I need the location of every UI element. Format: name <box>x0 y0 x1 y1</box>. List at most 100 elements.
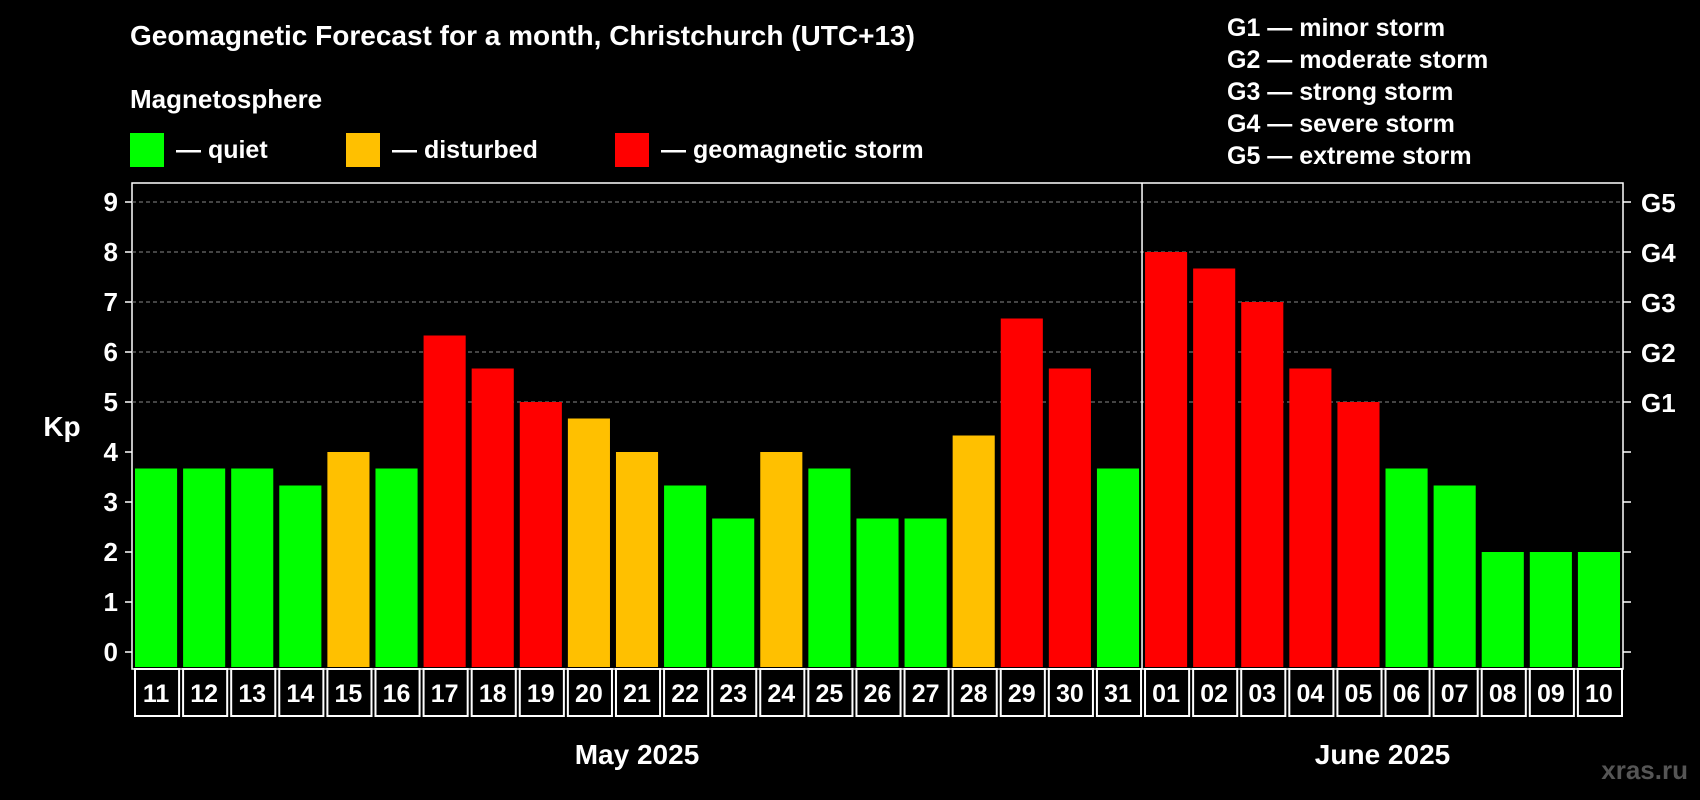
day-label-16: 16 <box>383 680 411 708</box>
y-tick-label-0: 0 <box>104 637 118 667</box>
bar-08 <box>1481 552 1524 667</box>
bar-11 <box>135 468 178 667</box>
day-label-29: 29 <box>1008 680 1036 708</box>
day-cell-05 <box>1336 668 1383 717</box>
right-axis-label-g1: G1 <box>1641 388 1676 418</box>
bar-27 <box>904 518 947 667</box>
bar-17 <box>423 335 466 667</box>
y-tick-label-8: 8 <box>104 237 118 267</box>
day-label-27: 27 <box>912 680 940 708</box>
right-axis-label-g5: G5 <box>1641 188 1676 218</box>
legend-item-quiet: — quiet <box>130 133 268 167</box>
day-label-22: 22 <box>671 680 699 708</box>
day-label-30: 30 <box>1056 680 1084 708</box>
day-cell-19 <box>518 668 565 717</box>
y-tick-label-9: 9 <box>104 187 118 217</box>
day-label-23: 23 <box>719 680 747 708</box>
day-cell-28 <box>951 668 998 717</box>
legend-swatch-storm <box>615 133 649 167</box>
day-label-24: 24 <box>767 680 795 708</box>
storm-scale-g3: G3 — strong storm <box>1227 78 1454 106</box>
day-label-03: 03 <box>1248 680 1276 708</box>
bar-25 <box>808 468 851 667</box>
day-label-02: 02 <box>1200 680 1228 708</box>
day-label-14: 14 <box>286 680 314 708</box>
day-cell-16 <box>374 668 421 717</box>
day-label-19: 19 <box>527 680 555 708</box>
legend-item-disturbed: — disturbed <box>346 133 538 167</box>
day-cell-03 <box>1240 668 1287 717</box>
day-cell-20 <box>566 668 613 717</box>
day-label-11: 11 <box>143 680 170 708</box>
bar-14 <box>279 485 322 667</box>
bar-03 <box>1241 302 1284 667</box>
y-tick-label-3: 3 <box>104 487 118 517</box>
bar-20 <box>567 418 610 667</box>
bar-04 <box>1289 368 1332 667</box>
y-tick-label-5: 5 <box>104 387 118 417</box>
day-label-13: 13 <box>238 680 266 708</box>
bar-01 <box>1145 252 1188 667</box>
day-cell-15 <box>326 668 373 717</box>
day-label-28: 28 <box>960 680 988 708</box>
day-cell-04 <box>1288 668 1335 717</box>
day-cell-29 <box>999 668 1046 717</box>
day-cell-08 <box>1480 668 1527 717</box>
chart-title: Geomagnetic Forecast for a month, Christ… <box>130 20 915 51</box>
day-cell-26 <box>855 668 902 717</box>
bar-18 <box>471 368 514 667</box>
legend-label-disturbed: — disturbed <box>392 135 538 164</box>
day-label-15: 15 <box>335 680 363 708</box>
day-cell-13 <box>230 668 277 717</box>
day-cell-07 <box>1432 668 1479 717</box>
month-label-1: June 2025 <box>1315 739 1450 770</box>
day-cell-27 <box>903 668 950 717</box>
legend-label-storm: — geomagnetic storm <box>661 135 924 164</box>
day-label-10: 10 <box>1585 680 1613 708</box>
day-cell-23 <box>711 668 758 717</box>
bar-30 <box>1048 368 1091 667</box>
day-label-04: 04 <box>1296 680 1324 708</box>
right-axis-label-g4: G4 <box>1641 238 1676 268</box>
legend-label-quiet: — quiet <box>176 135 268 164</box>
day-label-09: 09 <box>1537 680 1565 708</box>
bar-10 <box>1577 552 1620 667</box>
storm-scale-g5: G5 — extreme storm <box>1227 142 1472 170</box>
bar-21 <box>615 452 659 667</box>
day-cell-02 <box>1192 668 1239 717</box>
watermark: xras.ru <box>1601 755 1688 785</box>
bar-23 <box>712 518 755 667</box>
right-axis-label-g2: G2 <box>1641 338 1676 368</box>
day-label-06: 06 <box>1393 680 1421 708</box>
day-cell-12 <box>182 668 229 717</box>
storm-scale-g4: G4 — severe storm <box>1227 110 1455 138</box>
day-label-26: 26 <box>864 680 892 708</box>
day-cell-18 <box>470 668 517 717</box>
day-cell-21 <box>614 668 662 717</box>
day-cell-14 <box>278 668 325 717</box>
day-label-18: 18 <box>479 680 507 708</box>
bar-16 <box>375 468 418 667</box>
storm-scale-g2: G2 — moderate storm <box>1227 46 1489 74</box>
bar-12 <box>183 468 226 667</box>
bar-02 <box>1193 268 1236 667</box>
day-label-08: 08 <box>1489 680 1517 708</box>
bar-09 <box>1529 552 1572 667</box>
bar-31 <box>1096 468 1140 667</box>
day-cell-11 <box>134 668 181 717</box>
bar-22 <box>664 485 707 667</box>
day-cell-09 <box>1528 668 1575 717</box>
bar-06 <box>1385 468 1428 667</box>
month-label-0: May 2025 <box>575 739 700 770</box>
bar-28 <box>952 435 995 667</box>
bar-29 <box>1000 318 1043 667</box>
y-tick-label-4: 4 <box>104 437 119 467</box>
day-label-17: 17 <box>431 680 459 708</box>
bar-19 <box>519 402 562 667</box>
day-cell-24 <box>759 668 806 717</box>
bar-07 <box>1433 485 1476 667</box>
day-cell-06 <box>1384 668 1431 717</box>
bar-24 <box>760 452 803 667</box>
y-tick-label-2: 2 <box>104 537 118 567</box>
bar-05 <box>1337 402 1380 667</box>
